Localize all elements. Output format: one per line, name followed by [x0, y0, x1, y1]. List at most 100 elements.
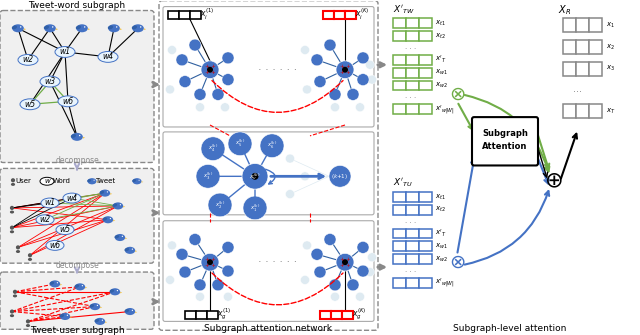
Circle shape: [301, 46, 310, 54]
Circle shape: [176, 54, 188, 66]
Text: +: +: [205, 64, 209, 69]
Circle shape: [194, 279, 206, 291]
Polygon shape: [100, 307, 102, 308]
Polygon shape: [60, 284, 62, 285]
Bar: [576, 40, 589, 54]
Text: $x_{t1}$: $x_{t1}$: [435, 192, 446, 202]
FancyBboxPatch shape: [163, 221, 374, 321]
Text: $x_1$: $x_1$: [606, 21, 615, 30]
Ellipse shape: [46, 241, 64, 250]
Circle shape: [116, 26, 117, 28]
Circle shape: [168, 46, 177, 54]
Text: · · · · · ·: · · · · · ·: [259, 257, 298, 267]
Circle shape: [342, 67, 348, 73]
Circle shape: [207, 67, 213, 73]
Text: . . .: . . .: [405, 267, 417, 273]
Bar: [419, 278, 432, 288]
Bar: [419, 18, 432, 28]
Text: +: +: [211, 263, 216, 268]
Circle shape: [195, 292, 205, 301]
Circle shape: [314, 266, 326, 278]
Bar: [419, 254, 432, 264]
Ellipse shape: [110, 288, 120, 295]
Circle shape: [10, 225, 14, 230]
Text: $x_5^{(k)}$: $x_5^{(k)}$: [235, 138, 245, 149]
Ellipse shape: [36, 215, 54, 225]
Circle shape: [324, 233, 336, 246]
Circle shape: [222, 265, 234, 277]
Circle shape: [110, 218, 111, 219]
Text: $x_i^{(1)}$: $x_i^{(1)}$: [200, 7, 214, 22]
Circle shape: [347, 279, 359, 291]
Circle shape: [176, 248, 188, 260]
Text: $\oplus$: $\oplus$: [544, 171, 563, 191]
Text: $x_2^{(k)}$: $x_2^{(k)}$: [215, 199, 225, 211]
Text: w5: w5: [60, 225, 70, 234]
Circle shape: [28, 253, 32, 257]
Text: $x_2$: $x_2$: [606, 43, 615, 52]
Ellipse shape: [76, 25, 81, 29]
Circle shape: [243, 196, 267, 220]
Text: w2: w2: [22, 55, 33, 64]
Text: w6: w6: [49, 241, 61, 250]
Circle shape: [342, 259, 348, 265]
Text: Tweet: Tweet: [95, 178, 115, 184]
Text: w3: w3: [44, 77, 56, 86]
Text: +: +: [340, 263, 344, 268]
Text: $x_{t1}$: $x_{t1}$: [435, 19, 446, 28]
Bar: [190, 10, 201, 19]
Text: +: +: [211, 64, 216, 69]
Ellipse shape: [125, 247, 135, 254]
Circle shape: [324, 39, 336, 51]
Text: $x_{w2}$: $x_{w2}$: [435, 81, 448, 90]
Bar: [419, 104, 432, 114]
Text: $x'_{T}$: $x'_{T}$: [435, 228, 447, 239]
Text: $x_g^{(1)}$: $x_g^{(1)}$: [217, 307, 231, 322]
Polygon shape: [83, 137, 85, 139]
Circle shape: [13, 290, 17, 294]
Circle shape: [311, 248, 323, 260]
FancyArrowPatch shape: [266, 169, 275, 184]
Bar: [406, 205, 419, 215]
Bar: [393, 81, 406, 90]
Ellipse shape: [10, 314, 14, 317]
Polygon shape: [120, 28, 122, 30]
Circle shape: [330, 103, 339, 112]
Bar: [393, 228, 406, 239]
Text: +: +: [340, 257, 344, 262]
Text: $x_{w1}$: $x_{w1}$: [435, 242, 448, 251]
Bar: [419, 242, 432, 251]
Circle shape: [260, 134, 284, 157]
Circle shape: [303, 241, 312, 250]
Text: +: +: [211, 70, 216, 75]
Polygon shape: [135, 312, 137, 313]
Ellipse shape: [26, 324, 30, 327]
Circle shape: [367, 75, 376, 84]
Ellipse shape: [113, 203, 117, 207]
Polygon shape: [88, 28, 90, 30]
Text: $x_6^{(k)}$: $x_6^{(k)}$: [267, 140, 277, 151]
Circle shape: [228, 132, 252, 155]
Ellipse shape: [115, 235, 119, 239]
FancyArrowPatch shape: [212, 273, 343, 305]
Ellipse shape: [56, 225, 74, 234]
Ellipse shape: [90, 304, 94, 308]
Ellipse shape: [90, 303, 100, 310]
Bar: [589, 40, 602, 54]
Polygon shape: [123, 206, 125, 207]
Bar: [393, 205, 406, 215]
Circle shape: [347, 88, 359, 100]
Ellipse shape: [100, 190, 110, 197]
Text: $x_{w2}$: $x_{w2}$: [435, 255, 448, 264]
Circle shape: [132, 310, 133, 311]
Ellipse shape: [98, 52, 118, 62]
Ellipse shape: [132, 24, 144, 32]
Circle shape: [252, 173, 259, 180]
Ellipse shape: [11, 183, 15, 186]
Text: w1: w1: [60, 48, 70, 57]
Text: +: +: [205, 257, 209, 262]
Text: $x_T$: $x_T$: [606, 107, 616, 116]
Text: $X_R$: $X_R$: [559, 4, 572, 17]
Bar: [393, 18, 406, 28]
Ellipse shape: [60, 313, 70, 320]
